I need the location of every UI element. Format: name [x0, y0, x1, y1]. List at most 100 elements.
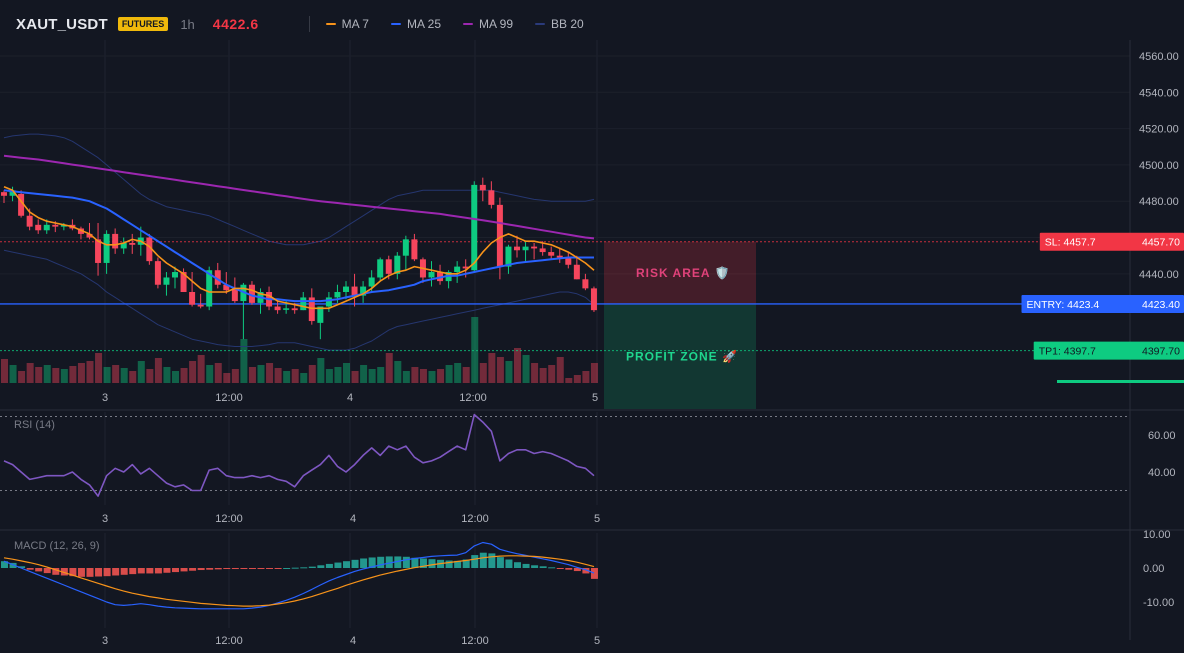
- candle-body: [163, 277, 170, 285]
- volume-bar: [325, 369, 333, 383]
- volume-bar: [565, 378, 573, 383]
- candle-body: [385, 259, 392, 274]
- volume-bar: [462, 367, 470, 383]
- last-price: 4422.6: [212, 16, 259, 32]
- candle-body: [274, 306, 281, 311]
- macd-histogram-bar: [163, 568, 171, 573]
- legend-ma7[interactable]: MA 7: [325, 17, 369, 31]
- tp1-tag-value: 4397.70: [1142, 346, 1180, 358]
- candle-body: [351, 286, 358, 296]
- candle-body: [565, 257, 572, 265]
- ma25-swatch: [390, 23, 401, 25]
- macd-pane-label: MACD (12, 26, 9): [14, 540, 100, 552]
- macd-histogram-bar: [479, 552, 487, 568]
- bb-upper-line: [3, 133, 595, 246]
- candle-body: [505, 246, 512, 267]
- volume-bar: [214, 363, 222, 383]
- volume-bar: [129, 371, 137, 383]
- candle-body: [334, 292, 341, 298]
- macd-histogram-bar: [69, 568, 77, 577]
- macd-histogram-bar: [514, 562, 521, 568]
- candle-body: [180, 272, 187, 292]
- time-label: 5: [592, 392, 598, 404]
- volume-bar: [137, 361, 145, 383]
- candle-body: [582, 279, 589, 289]
- macd-histogram-bar: [129, 568, 137, 575]
- time-label: 4: [347, 392, 353, 404]
- legend-ma25[interactable]: MA 25: [390, 17, 441, 31]
- candle-body: [343, 286, 349, 292]
- macd-signal-line: [3, 555, 595, 607]
- sl-tag-bg: [1039, 232, 1184, 251]
- volume-bar: [26, 363, 34, 383]
- macd-tick-label: 0.00: [1143, 563, 1164, 575]
- tp1-tag-label: TP1: 4397.7: [1039, 346, 1096, 358]
- sl-tag-value: 4457.70: [1142, 237, 1180, 249]
- candle-body: [60, 224, 67, 227]
- macd-tick-label: -10.00: [1143, 597, 1174, 609]
- macd-histogram-bar: [146, 568, 154, 574]
- volume-bar: [18, 371, 26, 383]
- symbol-name[interactable]: XAUT_USDT: [16, 15, 108, 33]
- volume-bar: [394, 361, 402, 383]
- candle-body: [1, 192, 7, 196]
- legend-ma99[interactable]: MA 99: [463, 17, 513, 31]
- candle-body: [189, 292, 196, 305]
- candle-body: [172, 272, 178, 278]
- macd-histogram-bar: [505, 559, 513, 568]
- candle-body: [35, 224, 42, 231]
- macd-histogram-bar: [343, 561, 350, 568]
- rsi-tick-label: 60.00: [1148, 430, 1176, 442]
- macd-histogram-bar: [223, 568, 231, 570]
- volume-bar: [351, 371, 359, 383]
- candle-body: [146, 237, 153, 262]
- candle-body: [479, 184, 486, 191]
- candle-body: [471, 184, 478, 271]
- macd-histogram-bar: [522, 563, 530, 568]
- candle-body: [462, 266, 469, 269]
- volume-bar: [240, 339, 248, 383]
- macd-histogram-bar: [565, 568, 573, 570]
- risk-area-label: RISK AREA 🛡️: [636, 266, 730, 280]
- ma25-line: [3, 189, 594, 303]
- candle-body: [402, 239, 409, 256]
- macd-histogram-bar: [231, 568, 239, 570]
- macd-histogram-bar: [368, 557, 376, 568]
- candle-body: [428, 272, 435, 278]
- candle-body: [394, 255, 401, 274]
- volume-bar: [531, 363, 539, 383]
- candle-body: [300, 297, 307, 311]
- tp1-tag-bg: [1033, 341, 1184, 360]
- chart-header: XAUT_USDT FUTURES 1h 4422.6 MA 7 MA 25 M…: [16, 13, 596, 35]
- volume-bar: [120, 368, 128, 383]
- time-label: 12:00: [215, 392, 243, 404]
- macd-histogram-bar: [590, 568, 598, 579]
- macd-histogram-bar: [377, 556, 385, 568]
- macd-histogram-bar: [462, 559, 470, 568]
- tp1-zone-marker: [1057, 380, 1184, 383]
- legend-ma99-label: MA 99: [479, 17, 514, 31]
- candle-body: [77, 228, 84, 234]
- macd-histogram-bar: [351, 559, 359, 568]
- legend-ma7-label: MA 7: [341, 17, 369, 31]
- volume-bar: [197, 355, 205, 383]
- ma7-swatch: [325, 23, 336, 25]
- candle-body: [231, 288, 238, 302]
- candle-body: [214, 270, 221, 285]
- macd-histogram-bar: [471, 555, 479, 568]
- candle-body: [18, 193, 25, 216]
- volume-bar: [257, 365, 265, 383]
- price-tick-label: 4560.00: [1139, 51, 1179, 63]
- macd-histogram-bar: [300, 567, 308, 569]
- macd-histogram-bar: [488, 553, 496, 568]
- time-label-rsi: 5: [594, 513, 600, 525]
- bb20-swatch: [535, 23, 546, 25]
- timeframe-label[interactable]: 1h: [180, 16, 195, 32]
- profit-zone: [604, 303, 756, 409]
- macd-histogram-bar: [419, 558, 427, 568]
- candle-body: [197, 304, 204, 307]
- macd-histogram-bar: [52, 568, 60, 575]
- volume-bar: [248, 367, 256, 383]
- legend-bb20[interactable]: BB 20: [535, 17, 584, 31]
